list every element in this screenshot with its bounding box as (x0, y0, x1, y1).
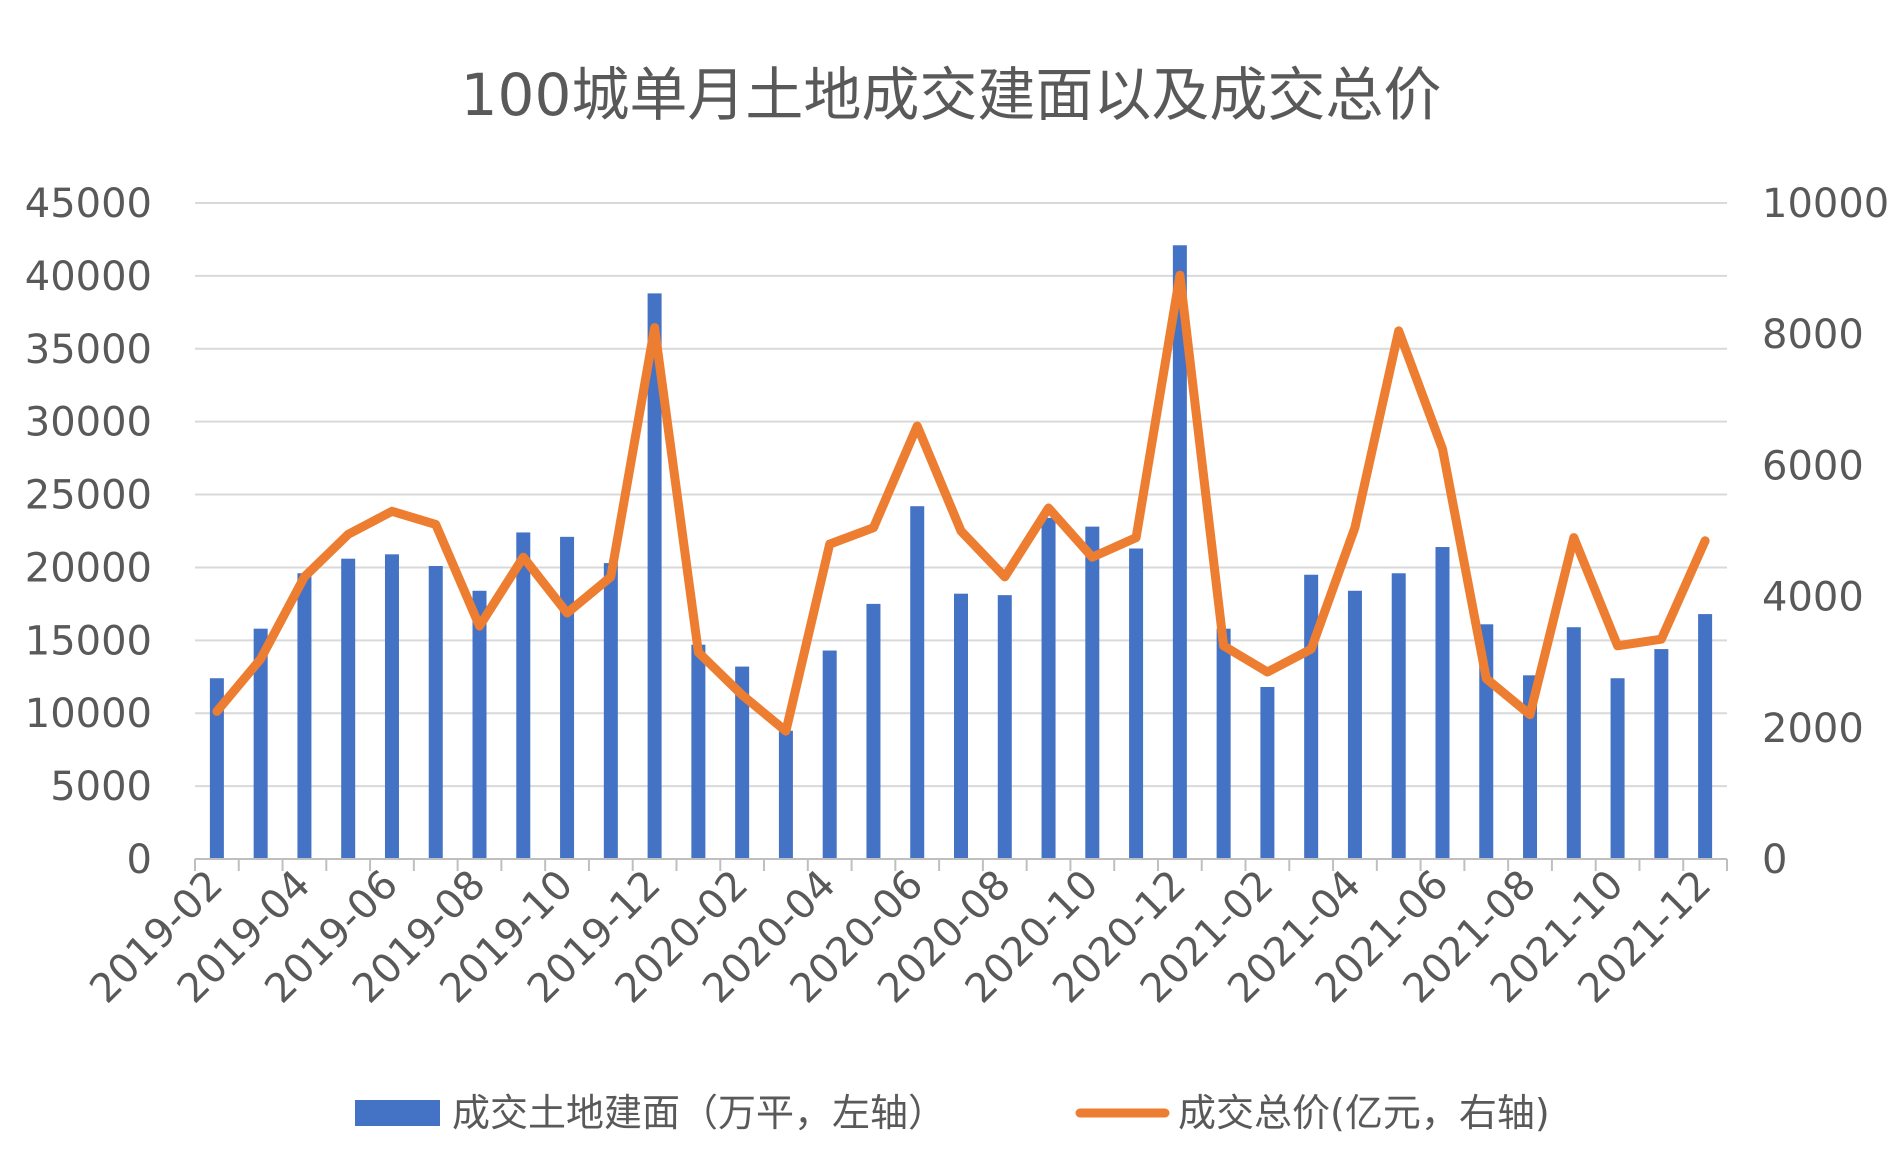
left-y-tick-label: 15000 (25, 618, 152, 664)
bar (1610, 678, 1625, 859)
legend: 成交土地建面（万平，左轴） 成交总价(亿元，右轴) (355, 1091, 1550, 1135)
left-y-tick-label: 5000 (50, 764, 152, 810)
right-y-tick-label: 4000 (1762, 575, 1864, 621)
right-y-tick-label: 8000 (1762, 312, 1864, 358)
legend-bar-label: 成交土地建面（万平，左轴） (452, 1091, 946, 1135)
left-y-tick-label: 10000 (25, 691, 152, 737)
bar (997, 595, 1012, 859)
right-y-tick-label: 10000 (1762, 181, 1889, 227)
bar (1129, 548, 1144, 859)
bar (1566, 627, 1581, 859)
line-series (212, 270, 1710, 736)
bar (910, 506, 925, 859)
left-y-tick-label: 45000 (25, 181, 152, 227)
bar-series (209, 245, 1713, 860)
bar (778, 730, 793, 859)
bar (1041, 517, 1056, 859)
left-y-tick-label: 20000 (25, 545, 152, 591)
bar (516, 532, 531, 859)
bar (472, 590, 487, 859)
bar (209, 678, 224, 859)
left-y-tick-label: 0 (127, 837, 152, 883)
bar (253, 628, 268, 859)
bar (954, 593, 968, 859)
bar (603, 563, 618, 859)
bar (866, 603, 881, 859)
bar (297, 573, 312, 859)
bar (1172, 245, 1187, 859)
bar (1085, 526, 1100, 859)
right-y-tick-label: 6000 (1762, 443, 1864, 489)
bar (1698, 614, 1713, 859)
bar (735, 666, 750, 859)
legend-line-label: 成交总价(亿元，右轴) (1178, 1091, 1550, 1135)
legend-bar-swatch (355, 1100, 440, 1126)
bar (560, 536, 575, 859)
bar (822, 650, 837, 859)
right-y-axis: 0 2000 4000 6000 8000 10000 (1762, 181, 1889, 883)
bar (1523, 675, 1538, 859)
x-axis: 2019-022019-042019-062019-082019-102019-… (81, 858, 1728, 1012)
left-y-axis: 0 5000 10000 15000 20000 25000 30000 35000 40000… (25, 181, 152, 883)
right-y-tick-label: 2000 (1762, 706, 1864, 752)
bar (1654, 649, 1669, 859)
bar (341, 558, 356, 859)
left-y-tick-label: 35000 (25, 327, 152, 373)
left-y-tick-label: 30000 (25, 400, 152, 446)
bar (1216, 628, 1231, 859)
bar (1260, 686, 1275, 859)
bar (1391, 573, 1406, 859)
bar (1435, 547, 1450, 859)
bar (428, 565, 443, 859)
bar (691, 644, 706, 859)
right-y-tick-label: 0 (1762, 837, 1787, 883)
left-y-tick-label: 25000 (25, 473, 152, 519)
bar (384, 554, 399, 859)
bar (1304, 574, 1319, 859)
chart-title: 100城单月土地成交建面以及成交总价 (461, 61, 1442, 129)
series-line (212, 270, 1710, 736)
bar (1347, 590, 1362, 859)
left-y-tick-label: 40000 (25, 254, 152, 300)
bar (647, 293, 662, 860)
